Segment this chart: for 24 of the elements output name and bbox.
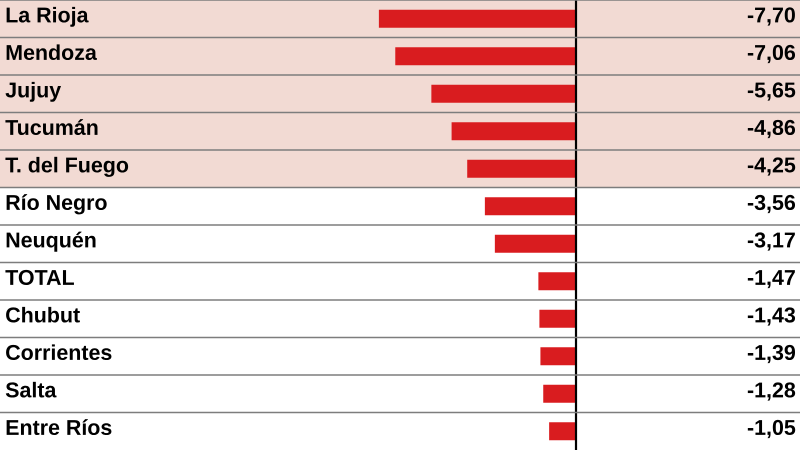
data-label: -4,25 [748,157,796,176]
y-tick-label: Corrientes [6,344,112,360]
y-tick-label: Neuquén [6,232,96,252]
data-label: -3,17 [748,232,795,251]
data-label: -3,56 [748,194,796,214]
y-tick-label: Salta [6,382,57,398]
y-tick-label: Entre Ríos [6,419,112,436]
y-tick-label: T. del Fuego [5,156,128,177]
data-label: -1,43 [748,307,796,326]
y-tick-label: Jujuy [6,82,62,102]
data-label: -1,05 [748,420,796,438]
data-label: -7,70 [748,7,795,26]
y-tick-label: Río Negro [6,194,107,214]
data-label: -5,65 [748,82,796,101]
data-label: -4,86 [748,120,796,138]
y-tick-label: Tucumán [5,119,98,136]
y-tick-label: TOTAL [5,270,74,286]
y-tick-label: Mendoza [6,44,97,60]
data-label: -1,39 [748,344,796,364]
y-tick-label: Chubut [6,306,80,323]
data-label: -1,47 [748,270,795,288]
y-tick-label: La Rioja [6,6,89,27]
data-label: -1,28 [748,382,796,401]
data-label: -7,06 [748,44,796,64]
